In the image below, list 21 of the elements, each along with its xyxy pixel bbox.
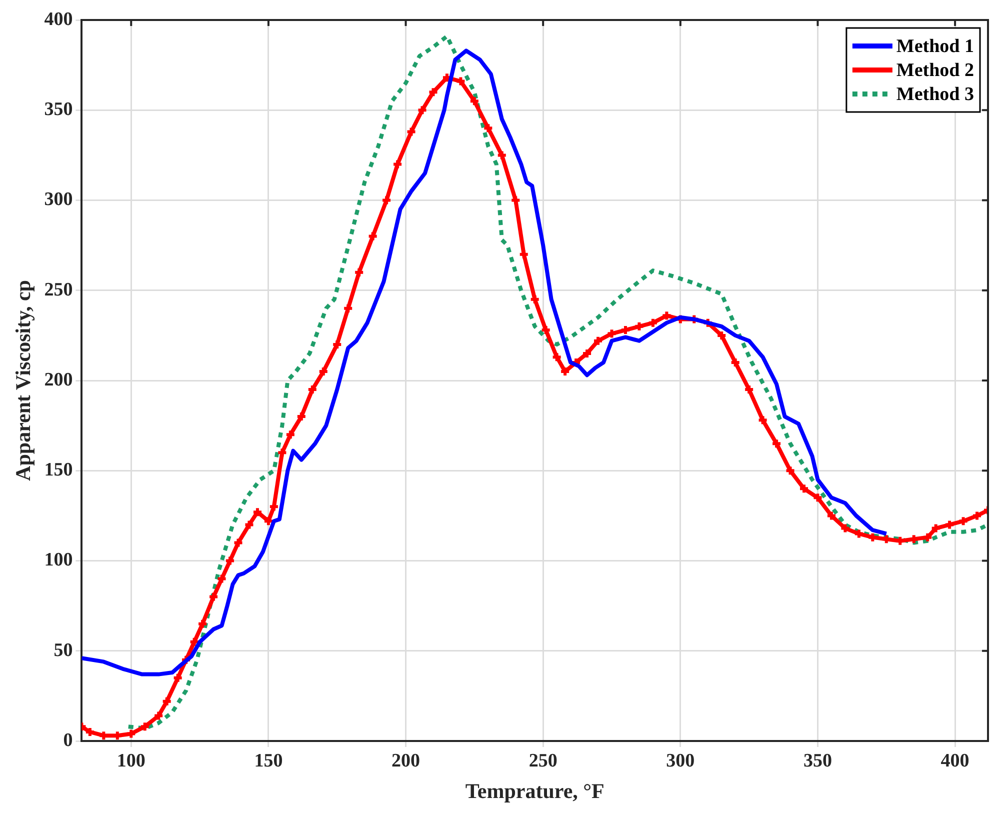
legend-label: Method 1	[896, 36, 974, 57]
y-tick-label: 150	[44, 460, 73, 481]
y-tick-label: 350	[44, 99, 73, 120]
y-tick-label: 200	[44, 369, 73, 390]
y-tick-label: 300	[44, 189, 73, 210]
x-tick-label: 250	[528, 750, 558, 772]
legend-label: Method 3	[896, 84, 974, 105]
x-axis-title: Temprature, °F	[465, 778, 604, 803]
y-axis-title: Apparent Viscosity, cp	[11, 280, 36, 481]
x-tick-label: 200	[392, 750, 420, 772]
y-tick-label: 100	[44, 550, 73, 571]
y-tick-label: 250	[44, 279, 73, 300]
x-tick-label: 350	[803, 750, 832, 772]
y-tick-label: 400	[44, 8, 73, 30]
y-tick-label: 50	[54, 640, 73, 661]
x-tick-label: 150	[254, 750, 283, 772]
x-tick-label: 400	[940, 750, 970, 772]
x-tick-label: 300	[666, 750, 695, 772]
x-tick-label: 100	[116, 750, 146, 772]
y-tick-label: 0	[63, 730, 73, 751]
legend-label: Method 2	[896, 60, 974, 81]
